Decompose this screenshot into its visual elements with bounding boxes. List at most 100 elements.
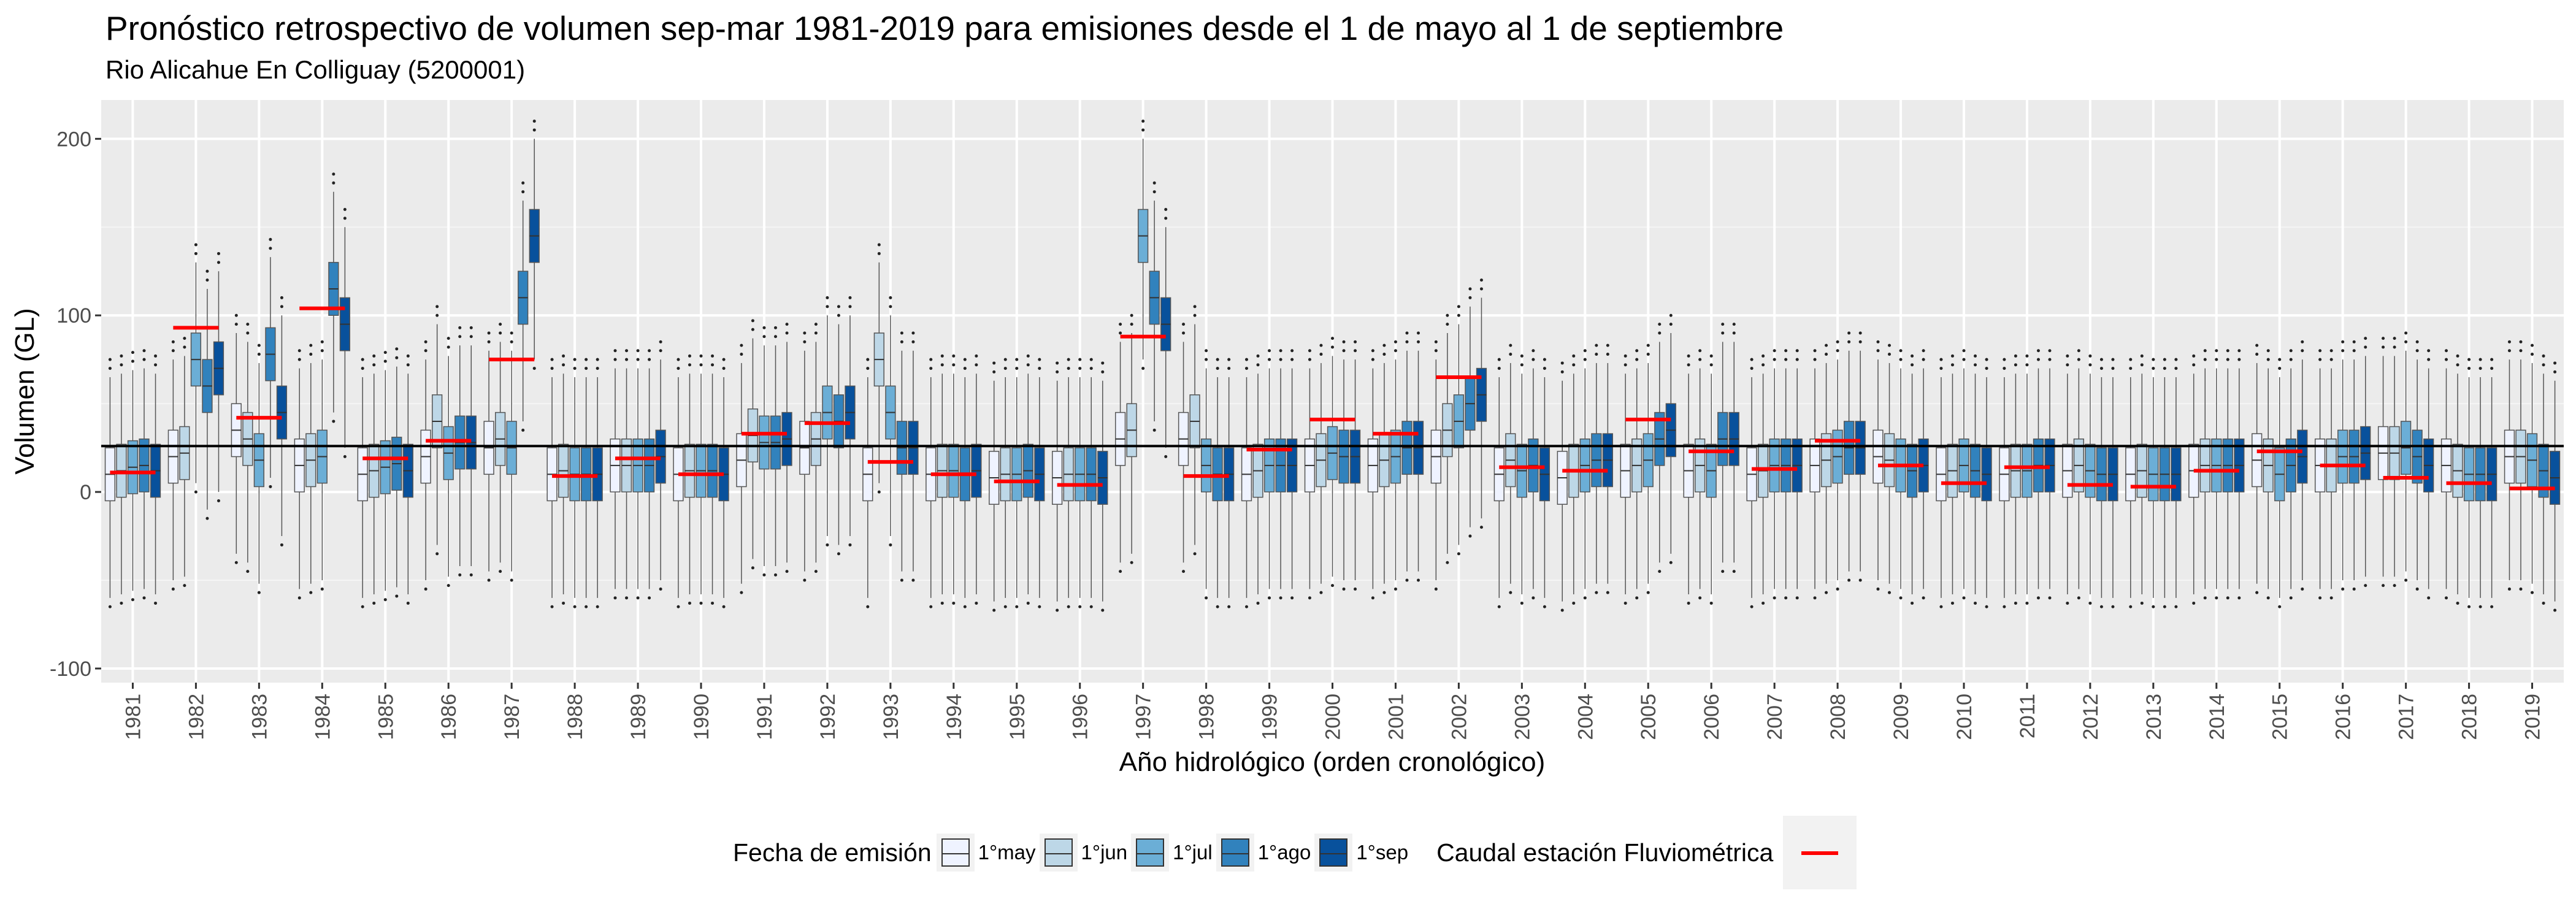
outlier-point	[1750, 358, 1754, 361]
outlier-point	[1974, 601, 1977, 605]
outlier-point	[1962, 349, 1966, 353]
outlier-point	[1773, 349, 1776, 353]
outlier-point	[2215, 358, 2218, 361]
outlier-point	[2226, 349, 2229, 353]
x-tick-label: 2017	[2395, 694, 2418, 740]
outlier-point	[1101, 361, 1105, 365]
outlier-point	[837, 552, 840, 556]
outlier-point	[2341, 587, 2345, 591]
outlier-point	[1015, 367, 1019, 370]
outlier-point	[1813, 596, 1817, 600]
outlier-point	[2237, 596, 2241, 600]
outlier-point	[585, 358, 588, 361]
outlier-point	[2467, 367, 2471, 370]
outlier-point	[2352, 349, 2356, 353]
outlier-point	[183, 337, 186, 340]
outlier-point	[1434, 349, 1438, 353]
outlier-point	[848, 305, 852, 309]
outlier-point	[1119, 331, 1122, 335]
outlier-point	[2255, 343, 2259, 347]
outlier-point	[1836, 340, 1839, 343]
outlier-point	[2192, 363, 2196, 367]
outlier-point	[1268, 596, 1271, 600]
outlier-point	[1319, 343, 1323, 347]
outlier-point	[1446, 561, 1449, 564]
outlier-point	[1709, 363, 1713, 367]
outlier-point	[1773, 358, 1776, 361]
outlier-point	[217, 261, 220, 264]
outlier-point	[1888, 591, 1892, 594]
outlier-point	[280, 305, 283, 309]
outlier-point	[320, 587, 324, 591]
outlier-point	[2289, 596, 2293, 600]
outlier-point	[1583, 596, 1587, 600]
outlier-point	[2152, 605, 2155, 608]
outlier-point	[2364, 584, 2367, 588]
outlier-point	[1056, 370, 1059, 374]
outlier-point	[2088, 363, 2092, 367]
x-tick-label: 2013	[2142, 694, 2166, 740]
outlier-point	[648, 349, 651, 353]
outlier-point	[2014, 354, 2017, 358]
outlier-point	[1962, 358, 1966, 361]
outlier-point	[2226, 596, 2229, 600]
outlier-point	[2531, 353, 2534, 356]
outlier-point	[550, 358, 554, 361]
outlier-point	[636, 596, 640, 600]
outlier-point	[814, 331, 818, 335]
outlier-point	[1950, 363, 1954, 367]
outlier-point	[406, 601, 410, 605]
outlier-point	[532, 128, 536, 132]
outlier-point	[2519, 587, 2523, 591]
outlier-point	[1119, 570, 1122, 573]
outlier-point	[1939, 358, 1943, 361]
outlier-point	[877, 251, 881, 255]
outlier-point	[469, 335, 473, 339]
outlier-point	[280, 543, 283, 546]
outlier-point	[2237, 358, 2241, 361]
outlier-point	[2553, 361, 2557, 365]
outlier-point	[2203, 596, 2207, 600]
outlier-point	[900, 340, 903, 343]
outlier-point	[1193, 552, 1197, 556]
outlier-point	[773, 326, 777, 329]
outlier-point	[877, 243, 881, 247]
outlier-point	[952, 601, 956, 605]
outlier-point	[1531, 358, 1535, 361]
outlier-point	[1985, 605, 1988, 608]
outlier-point	[826, 296, 829, 299]
outlier-point	[940, 354, 944, 358]
outlier-point	[2393, 337, 2396, 340]
outlier-point	[1658, 570, 1662, 573]
outlier-point	[1646, 591, 1650, 594]
x-tick-label: 2012	[2079, 694, 2103, 740]
outlier-point	[1658, 323, 1662, 326]
outlier-point	[2003, 358, 2006, 361]
x-tick-label: 1996	[1069, 694, 1092, 740]
outlier-point	[257, 353, 261, 356]
outlier-point	[2163, 358, 2166, 361]
outlier-point	[1950, 354, 1954, 358]
outlier-point	[2329, 349, 2333, 353]
outlier-point	[2382, 584, 2385, 588]
legend-item-jul: 1°jul	[1131, 834, 1213, 872]
outlier-point	[1393, 587, 1397, 591]
axes: -100 0 100 200 1981 1982 1983 1984 1985 1986 1987 1…	[50, 128, 2545, 740]
outlier-point	[131, 351, 134, 355]
outlier-point	[1509, 353, 1512, 356]
outlier-point	[424, 587, 427, 591]
outlier-point	[372, 363, 376, 367]
x-tick-label: 2004	[1574, 694, 1597, 740]
outlier-point	[1182, 331, 1186, 335]
outlier-point	[596, 605, 599, 608]
outlier-point	[1698, 349, 1702, 353]
outlier-point	[1319, 353, 1323, 356]
outlier-point	[889, 543, 892, 546]
outlier-point	[142, 596, 146, 600]
legend-swatch	[941, 838, 970, 867]
outlier-point	[1560, 370, 1564, 374]
outlier-point	[1813, 358, 1817, 361]
outlier-point	[1382, 591, 1386, 594]
outlier-point	[677, 358, 680, 361]
legend-label: 1°ago	[1257, 841, 1311, 864]
